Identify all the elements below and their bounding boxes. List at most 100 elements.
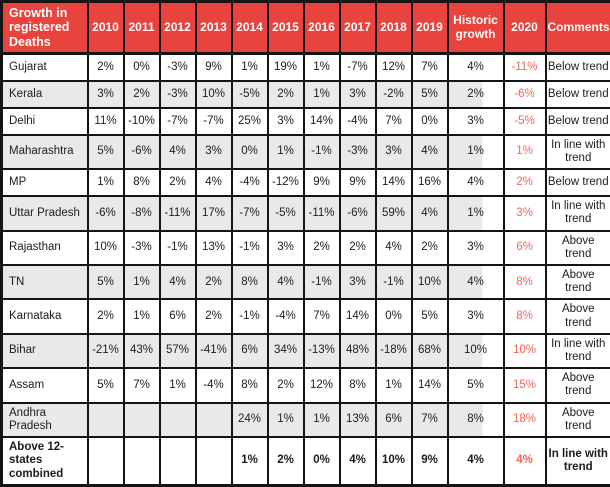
value-cell: 1% [88, 169, 124, 196]
column-header-2019: 2019 [412, 2, 448, 54]
value-cell: 9% [304, 169, 340, 196]
table-row: Uttar Pradesh-6%-8%-11%17%-7%-5%-11%-6%5… [2, 196, 610, 230]
value-cell: 7% [412, 403, 448, 437]
value-cell: 3% [268, 231, 304, 265]
value-cell: 4% [412, 196, 448, 230]
historic-growth-cell: 4% [448, 265, 504, 299]
value-2020-cell: 10% [504, 334, 546, 368]
value-cell: -10% [124, 108, 160, 135]
value-cell: -7% [232, 196, 268, 230]
value-cell: -11% [304, 196, 340, 230]
state-name-cell: Uttar Pradesh [2, 196, 88, 230]
value-cell [88, 403, 124, 437]
value-cell: -1% [232, 299, 268, 333]
value-cell [160, 437, 196, 485]
value-2020-cell: -6% [504, 81, 546, 108]
historic-growth-cell: 3% [448, 108, 504, 135]
value-cell: 5% [412, 299, 448, 333]
comment-cell: Above trend [546, 368, 610, 402]
column-header-2013: 2013 [196, 2, 232, 54]
value-cell: -2% [376, 81, 412, 108]
historic-growth-cell: 1% [448, 196, 504, 230]
value-cell: 4% [376, 231, 412, 265]
value-cell: -12% [268, 169, 304, 196]
value-cell: 6% [232, 334, 268, 368]
value-cell: 57% [160, 334, 196, 368]
value-cell: 12% [304, 368, 340, 402]
value-cell: 7% [124, 368, 160, 402]
value-cell: 1% [376, 368, 412, 402]
value-cell: 4% [196, 169, 232, 196]
value-cell: 9% [196, 54, 232, 81]
value-cell: -4% [232, 169, 268, 196]
historic-growth-cell: 5% [448, 368, 504, 402]
value-cell: -7% [160, 108, 196, 135]
value-cell: 4% [268, 265, 304, 299]
value-2020-cell: 18% [504, 403, 546, 437]
value-cell: 68% [412, 334, 448, 368]
value-cell: 13% [196, 231, 232, 265]
value-cell: 19% [268, 54, 304, 81]
value-cell [196, 437, 232, 485]
value-cell: -6% [88, 196, 124, 230]
comment-cell: Above trend [546, 403, 610, 437]
value-cell: 5% [412, 81, 448, 108]
comment-cell: Below trend [546, 54, 610, 81]
historic-growth-cell: 3% [448, 299, 504, 333]
value-cell: 3% [88, 81, 124, 108]
column-header-2017: 2017 [340, 2, 376, 54]
state-name-cell: Gujarat [2, 54, 88, 81]
value-cell: 3% [340, 81, 376, 108]
value-2020-cell: 8% [504, 265, 546, 299]
value-cell: 2% [124, 81, 160, 108]
value-cell: -41% [196, 334, 232, 368]
state-name-cell: Assam [2, 368, 88, 402]
column-header-2016: 2016 [304, 2, 340, 54]
historic-growth-cell: 10% [448, 334, 504, 368]
value-cell: -5% [232, 81, 268, 108]
value-cell: -1% [160, 231, 196, 265]
value-cell: 2% [268, 437, 304, 485]
value-2020-cell: 1% [504, 135, 546, 169]
comment-cell: Below trend [546, 81, 610, 108]
value-cell: 0% [376, 299, 412, 333]
value-cell: 1% [304, 54, 340, 81]
value-cell: -4% [268, 299, 304, 333]
value-cell: 8% [232, 368, 268, 402]
value-cell: 14% [304, 108, 340, 135]
value-cell: 5% [88, 265, 124, 299]
value-cell: 5% [88, 368, 124, 402]
value-cell: 48% [340, 334, 376, 368]
state-name-cell: Maharashtra [2, 135, 88, 169]
value-cell: 0% [304, 437, 340, 485]
comment-cell: In line with trend [546, 437, 610, 485]
value-cell [88, 437, 124, 485]
value-cell: -8% [124, 196, 160, 230]
value-2020-cell: 15% [504, 368, 546, 402]
column-header-2012: 2012 [160, 2, 196, 54]
value-2020-cell: -5% [504, 108, 546, 135]
comment-cell: Above trend [546, 299, 610, 333]
value-cell: 3% [376, 135, 412, 169]
value-cell: 43% [124, 334, 160, 368]
state-name-cell: Above 12-states combined [2, 437, 88, 485]
value-cell: 7% [412, 54, 448, 81]
value-cell: 1% [160, 368, 196, 402]
value-cell: -21% [88, 334, 124, 368]
value-cell: 0% [232, 135, 268, 169]
value-cell: -3% [340, 135, 376, 169]
value-cell: 7% [376, 108, 412, 135]
value-cell: 9% [412, 437, 448, 485]
value-2020-cell: 8% [504, 299, 546, 333]
value-cell: 9% [340, 169, 376, 196]
